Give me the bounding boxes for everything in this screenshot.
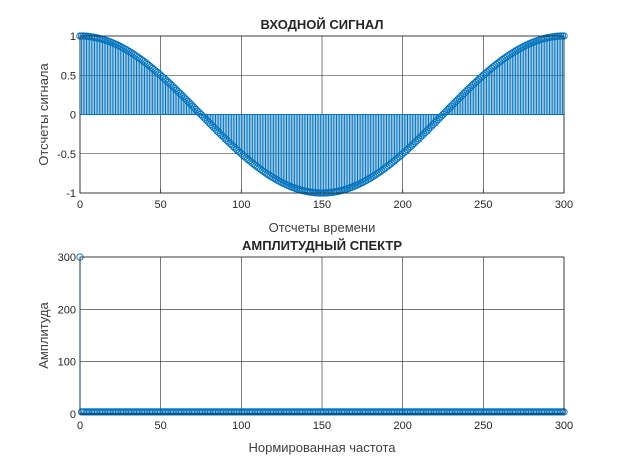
y-tick-labels-1: -1 -0.5 0 0.5 1 — [57, 31, 76, 200]
stems-1 — [79, 36, 565, 193]
y-tick-label: 1 — [70, 31, 76, 43]
x-tick-label: 250 — [474, 420, 492, 432]
x-axis-label-2: Нормированная частота — [248, 440, 396, 455]
y-tick-label: 100 — [58, 357, 76, 369]
x-tick-label: 0 — [77, 420, 83, 432]
chart-title-2: АМПЛИТУДНЫЙ СПЕКТР — [242, 238, 402, 253]
y-tick-label: -1 — [66, 188, 76, 200]
x-tick-label: 200 — [393, 420, 411, 432]
x-tick-label: 200 — [393, 199, 411, 211]
y-axis-label-1: Отсчеты сигнала — [36, 62, 51, 165]
amplitude-spectrum-axes: 0 50 100 150 200 250 300 0 100 200 300 АМПЛИТУДНЫ… — [36, 238, 573, 455]
x-tick-label: 250 — [474, 199, 492, 211]
x-axis-label-1: Отсчеты времени — [269, 220, 376, 235]
markers-2 — [76, 253, 568, 416]
y-tick-label: 200 — [58, 304, 76, 316]
x-tick-labels-1: 0 50 100 150 200 250 300 — [77, 199, 573, 211]
input-signal-axes: 0 50 100 150 200 250 300 -1 -0.5 0 0.5 1 ВХОДНОЙ С… — [36, 17, 573, 235]
x-tick-label: 100 — [232, 199, 250, 211]
x-tick-labels-2: 0 50 100 150 200 250 300 — [77, 420, 573, 432]
x-tick-label: 300 — [555, 420, 573, 432]
chart-title-1: ВХОДНОЙ СИГНАЛ — [260, 17, 383, 32]
y-tick-label: 0.5 — [61, 70, 76, 82]
y-tick-label: 0 — [70, 409, 76, 421]
x-tick-label: 150 — [313, 420, 331, 432]
x-tick-label: 50 — [155, 420, 167, 432]
x-tick-label: 0 — [77, 199, 83, 211]
x-tick-label: 150 — [313, 199, 331, 211]
markers-1 — [76, 32, 568, 197]
y-tick-label: -0.5 — [57, 149, 76, 161]
y-tick-label: 0 — [70, 110, 76, 122]
axes-box-2 — [79, 256, 565, 415]
y-tick-label: 300 — [58, 252, 76, 264]
axes-box-1 — [79, 35, 565, 194]
x-tick-label: 50 — [155, 199, 167, 211]
x-tick-label: 100 — [232, 420, 250, 432]
y-tick-labels-2: 0 100 200 300 — [58, 252, 76, 421]
y-axis-label-2: Амплитуда — [36, 301, 51, 368]
x-tick-label: 300 — [555, 199, 573, 211]
